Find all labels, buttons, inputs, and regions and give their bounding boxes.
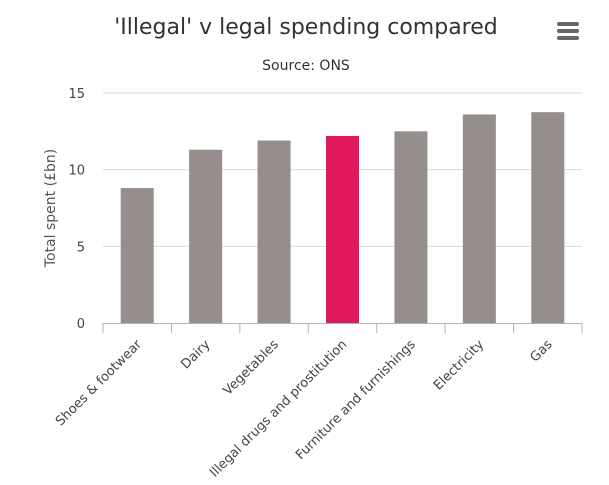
y-axis-label: Total spent (£bn) [43, 149, 59, 268]
x-category-label: Dairy [178, 337, 213, 372]
bar[interactable] [257, 140, 291, 323]
x-category-label: Vegetables [220, 337, 282, 399]
x-category-label: Gas [527, 337, 555, 365]
x-axis-tick-marks [102, 323, 583, 333]
hamburger-menu-icon [557, 22, 579, 26]
chart-menu-button[interactable] [553, 20, 583, 44]
x-category-label: Shoes & footwear [53, 337, 145, 429]
y-tick-label: 15 [68, 87, 85, 102]
y-axis-ticks: 0 5 10 15 [68, 87, 85, 332]
bar[interactable] [531, 112, 565, 324]
bars [120, 112, 565, 324]
bar[interactable] [394, 131, 428, 323]
x-category-label: Furniture and furnishings [293, 337, 419, 463]
y-tick-label: 5 [77, 240, 85, 255]
chart-subtitle: Source: ONS [262, 58, 350, 74]
chart-title: 'Illegal' v legal spending compared [114, 15, 498, 40]
x-category-label: Electricity [431, 337, 487, 393]
y-tick-label: 10 [68, 164, 85, 179]
bar[interactable] [120, 188, 154, 323]
x-category-label: Illegal drugs and prostitution [207, 337, 350, 480]
y-tick-label: 0 [77, 317, 85, 332]
hamburger-menu-icon-bar [557, 29, 579, 33]
bar[interactable] [462, 114, 496, 323]
bar[interactable] [326, 135, 359, 323]
bar[interactable] [189, 149, 223, 323]
hamburger-menu-icon-bar [557, 36, 579, 40]
